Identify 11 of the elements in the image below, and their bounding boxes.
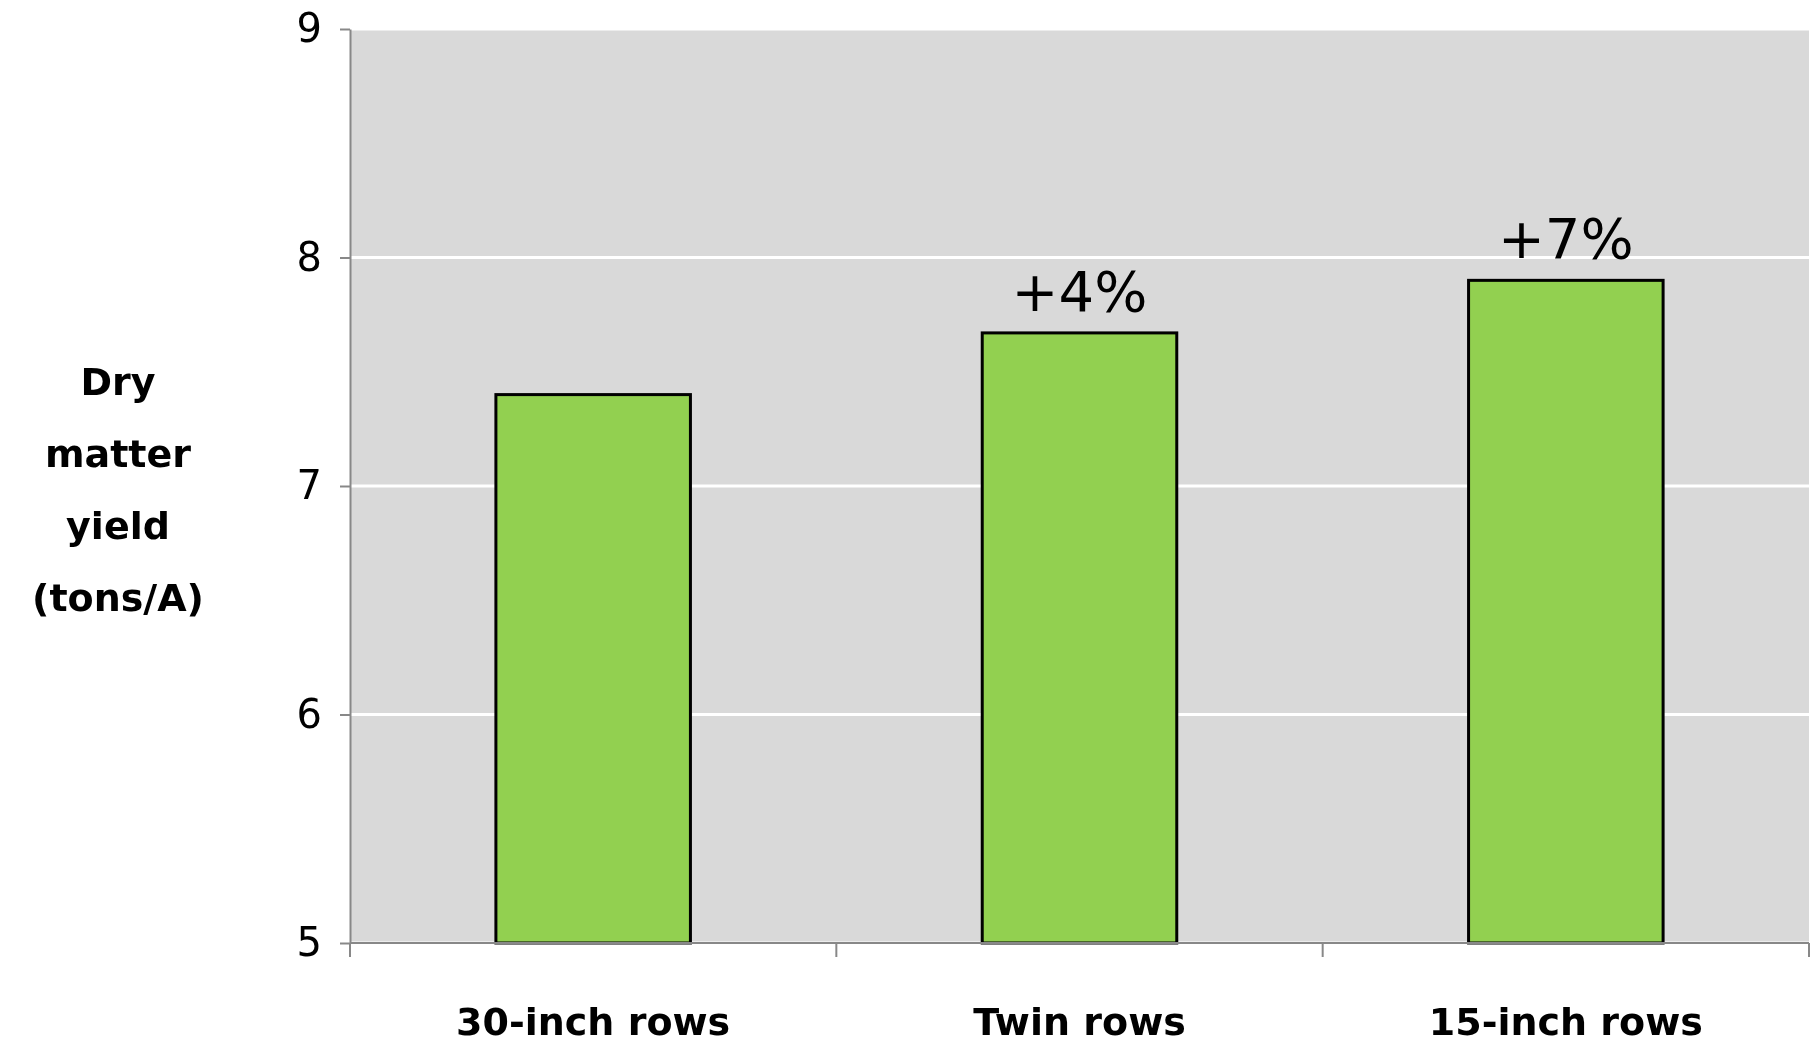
y-tick-label: 6 bbox=[296, 690, 322, 737]
y-tick-label: 9 bbox=[296, 5, 322, 52]
x-tick-label: 30-inch rows bbox=[456, 1000, 731, 1044]
annotation: +4% bbox=[1011, 258, 1148, 324]
x-tick-label: Twin rows bbox=[973, 1000, 1186, 1044]
y-tick-label: 5 bbox=[296, 919, 322, 966]
y-axis-title: Dry matter yield (tons/A) bbox=[32, 360, 204, 620]
annotation: +7% bbox=[1497, 206, 1634, 272]
y-tick-label: 7 bbox=[296, 462, 322, 509]
y-tick-label: 8 bbox=[296, 233, 322, 280]
x-tick-label: 15-inch rows bbox=[1428, 1000, 1703, 1044]
